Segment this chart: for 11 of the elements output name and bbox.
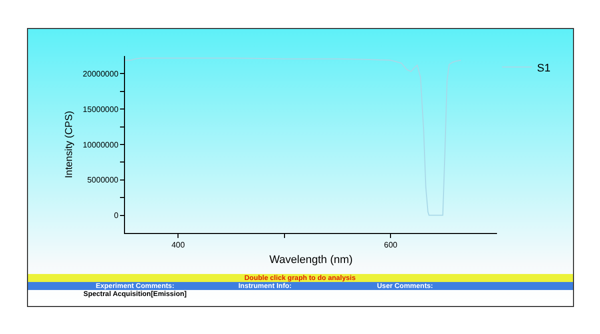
y-tick-label: 5000000 [87, 176, 119, 185]
y-axis-title: Intensity (CPS) [64, 110, 75, 178]
x-tick-label: 600 [384, 240, 398, 250]
y-tick-label: 0 [114, 211, 119, 220]
line-series [125, 58, 462, 216]
legend-label: S1 [537, 62, 550, 74]
x-tick-label: 400 [171, 240, 186, 250]
y-tick-label: 15000000 [82, 104, 119, 114]
x-axis-title: Wavelength (nm) [269, 254, 353, 266]
y-tick-label: 20000000 [82, 70, 119, 78]
y-tick-label: 10000000 [82, 140, 119, 150]
